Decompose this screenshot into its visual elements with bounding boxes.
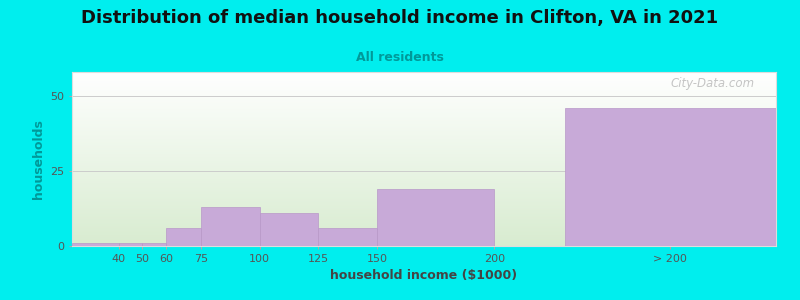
Bar — [565, 108, 776, 246]
Bar — [201, 207, 260, 246]
Bar — [318, 228, 377, 246]
Text: City-Data.com: City-Data.com — [670, 77, 755, 90]
Bar — [166, 228, 201, 246]
X-axis label: household income ($1000): household income ($1000) — [330, 269, 518, 282]
Bar — [142, 243, 166, 246]
Bar — [260, 213, 318, 246]
Text: All residents: All residents — [356, 51, 444, 64]
Bar — [72, 243, 119, 246]
Y-axis label: households: households — [32, 119, 45, 199]
Bar — [377, 189, 494, 246]
Text: Distribution of median household income in Clifton, VA in 2021: Distribution of median household income … — [82, 9, 718, 27]
Bar — [119, 243, 142, 246]
